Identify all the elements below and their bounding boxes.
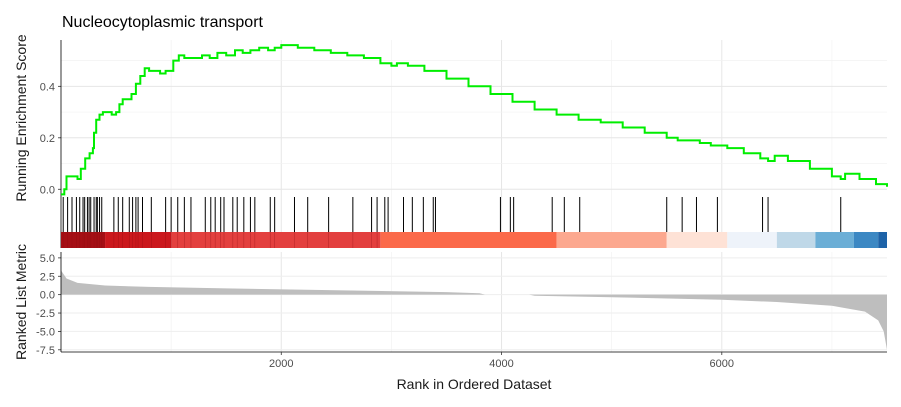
- color-bar-segment: [666, 232, 728, 248]
- x-ticks: 2000 4000 6000: [269, 352, 734, 370]
- rank-color-bar: [61, 232, 887, 248]
- x-tick-label: 2000: [269, 358, 293, 370]
- es-ylabel: Running Enrichment Score: [13, 34, 29, 202]
- metric-ylabel: Ranked List Metric: [13, 244, 29, 360]
- color-bar-segment: [556, 232, 667, 248]
- hits-grid: [170, 197, 833, 232]
- color-bar-segment: [61, 232, 106, 248]
- color-bar-segment: [853, 232, 879, 248]
- ranked-metric-area: [61, 270, 887, 350]
- running-es-line: [61, 44, 888, 196]
- color-bar-segment: [815, 232, 854, 248]
- metric-y-tick-label: 0.0: [40, 290, 55, 302]
- color-bar-segment: [171, 232, 381, 248]
- x-tick-label: 6000: [710, 358, 734, 370]
- metric-y-tick-label: -5.0: [36, 326, 55, 338]
- x-axis-title: Rank in Ordered Dataset: [397, 376, 552, 392]
- color-bar-segment: [105, 232, 172, 248]
- color-bar-segment: [727, 232, 777, 248]
- es-y-tick-label: 0.2: [40, 133, 55, 145]
- gene-hit-ticks: [62, 197, 842, 232]
- color-bar-segment: [380, 232, 557, 248]
- metric-y-tick-label: 5.0: [40, 253, 55, 265]
- hits-panel: [60, 197, 842, 248]
- es-y-ticks: 0.0 0.2 0.4: [40, 81, 61, 196]
- chart-title: Nucleocytoplasmic transport: [62, 14, 264, 31]
- color-bar-segment: [878, 232, 887, 248]
- es-y-tick-label: 0.0: [40, 184, 55, 196]
- metric-y-tick-label: 2.5: [40, 271, 55, 283]
- metric-panel: 5.0 2.5 0.0 -2.5 -5.0 -7.5 2000 4000 6000 Ranke…: [13, 244, 887, 392]
- es-panel: 0.0 0.2 0.4 Running Enrichment Score: [13, 34, 888, 202]
- color-bar-segment: [776, 232, 816, 248]
- metric-y-tick-label: -7.5: [36, 345, 55, 357]
- metric-y-tick-label: -2.5: [36, 308, 55, 320]
- x-tick-label: 4000: [489, 358, 513, 370]
- es-y-tick-label: 0.4: [40, 81, 55, 93]
- metric-y-ticks: 5.0 2.5 0.0 -2.5 -5.0 -7.5: [36, 253, 61, 357]
